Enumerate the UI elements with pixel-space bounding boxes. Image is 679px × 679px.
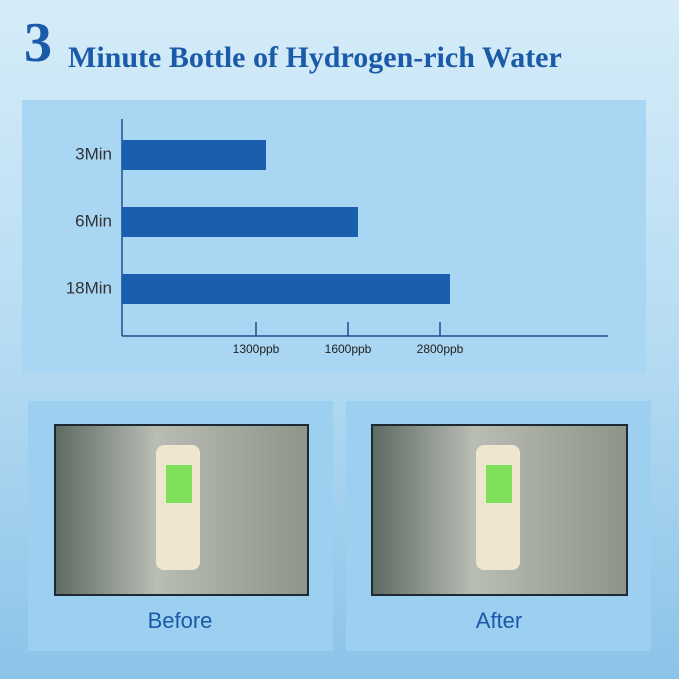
bar: [122, 274, 450, 304]
chart: 1300ppb 1600ppb 2800ppb 3Min 6Min 18Min: [66, 119, 608, 356]
panel-label: After: [476, 608, 522, 633]
y-tick-label: 6Min: [75, 211, 112, 230]
x-tick-label: 2800ppb: [417, 342, 464, 356]
panel-label: Before: [148, 608, 213, 633]
title-number: 3: [24, 12, 52, 74]
meter: [476, 445, 520, 570]
bar: [122, 140, 266, 170]
x-tick-label: 1300ppb: [233, 342, 280, 356]
bar: [122, 207, 358, 237]
after-panel: After: [346, 401, 651, 651]
meter: [156, 445, 200, 570]
title: Minute Bottle of Hydrogen-rich Water: [68, 41, 562, 74]
meter-screen: [486, 465, 512, 503]
y-tick-label: 3Min: [75, 144, 112, 163]
before-panel: Before: [28, 401, 333, 651]
x-tick-label: 1600ppb: [325, 342, 372, 356]
y-tick-label: 18Min: [66, 278, 112, 297]
meter-screen: [166, 465, 192, 503]
